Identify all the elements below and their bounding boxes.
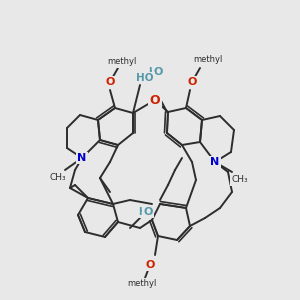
Text: H: H (148, 67, 156, 77)
Text: HO: HO (136, 73, 154, 83)
Text: CH₃: CH₃ (50, 173, 66, 182)
Text: methyl: methyl (193, 56, 223, 64)
Text: O: O (145, 260, 155, 270)
Text: H: H (138, 207, 146, 217)
Text: methyl: methyl (127, 280, 157, 289)
Text: N: N (210, 157, 220, 167)
Text: O: O (150, 94, 160, 106)
Text: O: O (153, 67, 163, 77)
Text: methyl: methyl (107, 58, 137, 67)
Text: O: O (143, 207, 153, 217)
Text: O: O (105, 77, 115, 87)
Text: CH₃: CH₃ (232, 176, 248, 184)
Text: O: O (187, 77, 197, 87)
Text: N: N (77, 153, 87, 163)
